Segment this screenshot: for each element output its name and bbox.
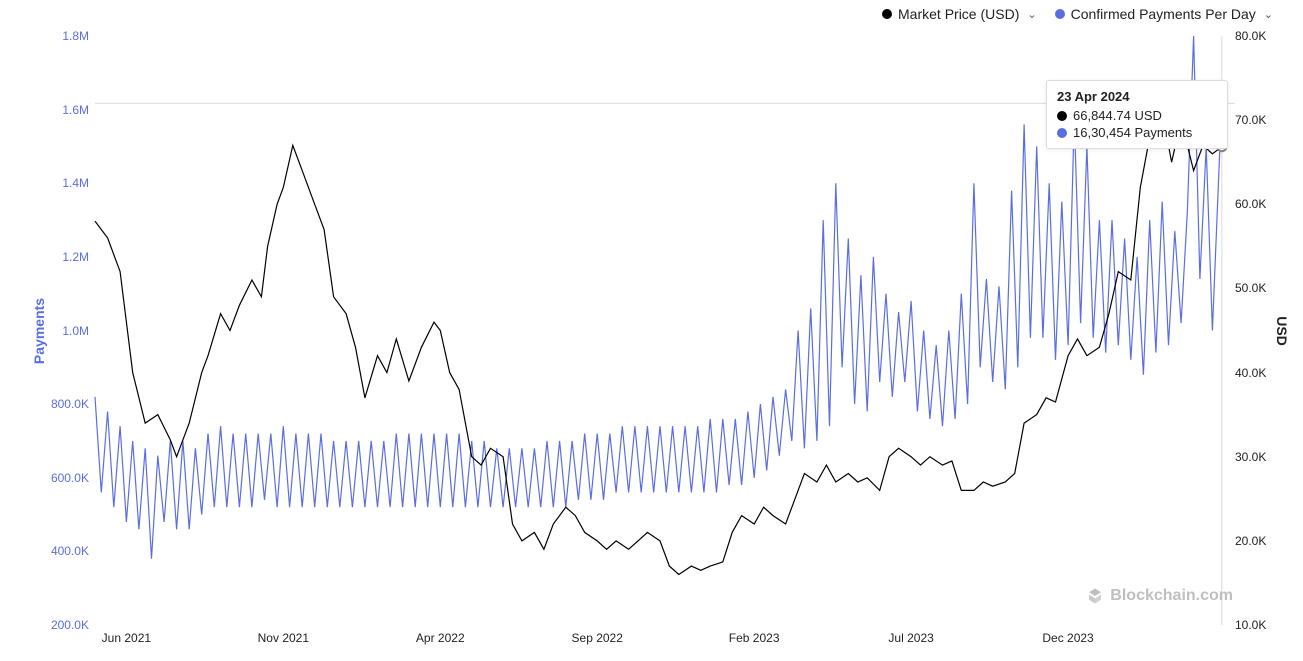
y-left-tick: 600.0K	[29, 471, 89, 485]
y-right-tick: 40.0K	[1235, 366, 1285, 380]
y-right-tick: 60.0K	[1235, 197, 1285, 211]
y-right-tick: 70.0K	[1235, 113, 1285, 127]
y-right-tick: 20.0K	[1235, 534, 1285, 548]
y-left-tick: 1.8M	[29, 29, 89, 43]
y-left-tick: 1.4M	[29, 176, 89, 190]
x-tick: Nov 2021	[258, 631, 309, 645]
x-tick: Dec 2023	[1042, 631, 1093, 645]
x-tick: Feb 2023	[729, 631, 780, 645]
chart-stage: Market Price (USD) ⌄ Confirmed Payments …	[0, 0, 1303, 661]
watermark: Blockchain.com	[1086, 587, 1233, 605]
y-right-tick: 80.0K	[1235, 29, 1285, 43]
y-right-tick: 50.0K	[1235, 281, 1285, 295]
x-tick: Jun 2021	[102, 631, 151, 645]
y-left-tick: 1.6M	[29, 103, 89, 117]
tooltip-title: 23 Apr 2024	[1057, 89, 1217, 104]
tooltip-row-payments: 16,30,454 Payments	[1057, 125, 1217, 140]
x-tick: Jul 2023	[888, 631, 933, 645]
blockchain-logo-icon	[1086, 587, 1104, 605]
x-tick: Apr 2022	[416, 631, 465, 645]
tooltip-value-payments: 16,30,454 Payments	[1073, 125, 1192, 140]
y-left-tick: 800.0K	[29, 397, 89, 411]
x-tick: Sep 2022	[572, 631, 623, 645]
tooltip-dot-price	[1057, 111, 1067, 121]
y-left-tick: 200.0K	[29, 618, 89, 632]
y-right-tick: 10.0K	[1235, 618, 1285, 632]
tooltip: 23 Apr 2024 66,844.74 USD 16,30,454 Paym…	[1046, 80, 1228, 149]
tooltip-value-price: 66,844.74 USD	[1073, 108, 1162, 123]
y-left-tick: 1.2M	[29, 250, 89, 264]
tooltip-row-price: 66,844.74 USD	[1057, 108, 1217, 123]
y-right-tick: 30.0K	[1235, 450, 1285, 464]
y-left-tick: 400.0K	[29, 544, 89, 558]
y-left-tick: 1.0M	[29, 324, 89, 338]
watermark-text: Blockchain.com	[1110, 587, 1233, 605]
tooltip-dot-payments	[1057, 128, 1067, 138]
